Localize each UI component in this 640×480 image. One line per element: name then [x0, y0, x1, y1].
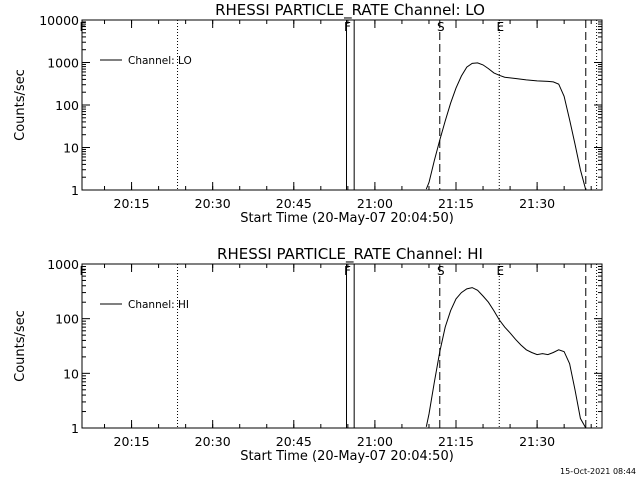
chart-title: RHESSI PARTICLE_RATE Channel: LO: [215, 1, 485, 20]
chart-panel-2: RHESSI PARTICLE_RATE Channel: HI 1 10 100 10…: [13, 245, 603, 464]
y-tick-label: 100: [55, 98, 79, 113]
event-marker-label: E: [496, 20, 504, 34]
y-axis-title: Counts/sec: [13, 310, 28, 382]
event-marker-label: F: [344, 20, 351, 34]
x-tick-label: 20:30: [195, 434, 231, 449]
y-tick-label: 1: [71, 183, 79, 198]
event-marker-label: S: [437, 20, 445, 34]
x-axis-title: Start Time (20-May-07 20:04:50): [240, 211, 454, 226]
y-tick-label: 100: [55, 312, 79, 327]
series-line: [425, 62, 587, 191]
y-tick-label: 10000: [39, 13, 79, 28]
x-tick-label: 20:45: [276, 434, 312, 449]
event-marker-label: F: [344, 264, 351, 278]
event-marker-label: F: [80, 20, 87, 34]
chart-title: RHESSI PARTICLE_RATE Channel: HI: [217, 245, 483, 264]
y-tick-label: 1: [71, 421, 79, 436]
x-tick-label: 21:15: [438, 196, 474, 211]
y-tick-label: 1000: [47, 257, 79, 272]
x-axis-title: Start Time (20-May-07 20:04:50): [240, 449, 454, 464]
x-tick-label: 20:45: [276, 196, 312, 211]
legend-label: Channel: LO: [128, 55, 192, 67]
chart-panel-1: RHESSI PARTICLE_RATE Channel: LO 1 10 100 10…: [13, 1, 603, 226]
x-tick-label: 21:15: [438, 434, 474, 449]
y-tick-label: 1000: [47, 56, 79, 71]
y-tick-label: 10: [63, 366, 79, 381]
x-tick-label: 20:15: [114, 196, 150, 211]
y-tick-label: 10: [63, 141, 79, 156]
legend-label: Channel: HI: [128, 299, 189, 311]
series-line: [425, 287, 587, 429]
x-tick-label: 20:30: [195, 196, 231, 211]
event-marker-label: E: [496, 264, 504, 278]
event-marker-label: F: [80, 264, 87, 278]
x-tick-label: 21:30: [519, 196, 555, 211]
x-tick-label: 21:00: [357, 196, 393, 211]
x-tick-label: 21:30: [519, 434, 555, 449]
event-marker-label: S: [437, 264, 445, 278]
y-axis-title: Counts/sec: [13, 69, 28, 141]
x-tick-label: 21:00: [357, 434, 393, 449]
footer-timestamp: 15-Oct-2021 08:44: [560, 467, 636, 476]
x-tick-label: 20:15: [114, 434, 150, 449]
